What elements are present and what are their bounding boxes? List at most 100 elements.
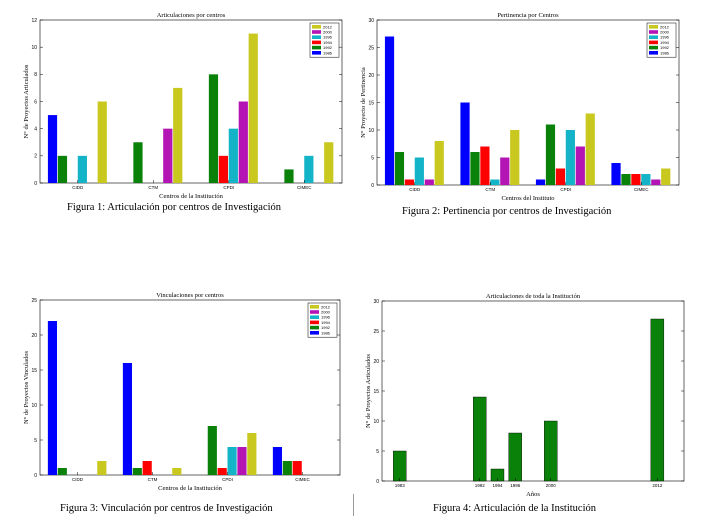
x-tick-label: CIMEC — [634, 187, 649, 192]
y-tick-label: 0 — [34, 473, 37, 479]
figure-caption-3: Figura 3: Vinculación por centros de Inv… — [60, 503, 273, 514]
legend-label: 1994 — [660, 40, 670, 45]
chart-svg-2: Pertinencia por Centros 0 5 10 15 20 25 30 Centr… — [360, 12, 680, 202]
bar — [272, 447, 283, 475]
bar — [292, 461, 302, 475]
legend-label: 1992 — [321, 325, 331, 330]
plot-area — [376, 19, 680, 186]
bar — [122, 363, 133, 475]
bar — [324, 142, 334, 183]
bar — [284, 169, 294, 183]
legend-label: 1986 — [321, 330, 331, 335]
legend-swatch — [310, 315, 319, 319]
bar — [621, 174, 631, 185]
legend-swatch — [310, 310, 319, 314]
bar — [304, 155, 314, 183]
y-tick-label: 30 — [368, 18, 374, 24]
legend-label: 1996 — [660, 35, 670, 40]
bar — [394, 152, 405, 185]
y-tick-label: 5 — [34, 438, 37, 444]
y-tick-label: 5 — [376, 449, 379, 455]
legend-label: 1986 — [323, 50, 333, 55]
legend-swatch — [649, 25, 658, 29]
bar — [57, 155, 68, 183]
bar — [434, 141, 444, 185]
bar — [133, 142, 143, 183]
chart-panel-3: Vinculaciones por centros 0 5 10 15 20 25 Centr… — [20, 287, 352, 492]
y-axis-label: N° Proyecto de Pertinencia — [360, 67, 367, 138]
x-tick-label: CPDI — [223, 185, 234, 190]
chart-title: Vinculaciones por centros — [156, 292, 224, 299]
chart-svg-3: Vinculaciones por centros 0 5 10 15 20 25 Centr… — [23, 292, 341, 492]
y-tick-label: 25 — [31, 298, 37, 304]
x-tick-label: 1983 — [395, 483, 406, 488]
bar — [575, 146, 585, 185]
legend-label: 1996 — [323, 35, 333, 40]
chart-panel-4: Articulaciones de toda la Institución 0 5 1… — [362, 287, 694, 498]
chart-title: Articulaciones de toda la Institución — [486, 293, 581, 300]
figure-caption-1: Figura 1: Articulación por centros de In… — [67, 202, 282, 213]
x-tick-label: 1994 — [492, 483, 503, 488]
y-axis-label: N° de Proyectos Vinculados — [23, 351, 30, 425]
bar — [77, 155, 87, 183]
y-tick-label: 0 — [34, 181, 37, 187]
legend-swatch — [649, 51, 658, 55]
bar — [97, 101, 107, 183]
legend-swatch — [310, 325, 319, 330]
legend-swatch — [649, 30, 658, 34]
x-tick-label: CTM — [148, 185, 158, 190]
bar — [661, 168, 671, 185]
bar — [218, 155, 229, 183]
y-tick-label: 12 — [31, 18, 37, 24]
bar — [132, 468, 142, 475]
y-tick-label: 0 — [371, 183, 374, 189]
column-divider — [353, 494, 354, 516]
legend-swatch — [312, 40, 321, 45]
x-tick-label: 2000 — [546, 483, 557, 488]
legend-swatch — [312, 51, 321, 55]
figure-caption-2: Figura 2: Pertinencia por centros de Inv… — [402, 206, 612, 217]
legend-swatch — [312, 25, 321, 29]
bar — [565, 130, 575, 185]
y-tick-label: 15 — [368, 100, 374, 106]
legend-swatch — [310, 320, 319, 325]
legend-label: 2012 — [321, 304, 331, 309]
bar — [641, 174, 651, 185]
bar — [414, 157, 424, 185]
y-tick-label: 30 — [373, 299, 379, 305]
bar — [631, 174, 641, 185]
y-tick-label: 8 — [34, 72, 37, 78]
x-tick-label: CIDD — [409, 187, 421, 192]
bar — [207, 426, 217, 475]
bar — [585, 113, 595, 185]
bar — [384, 36, 395, 185]
x-tick-label: 2012 — [652, 483, 663, 488]
bar — [248, 33, 258, 183]
bar — [470, 152, 480, 185]
bar — [535, 179, 546, 185]
y-tick-label: 6 — [34, 99, 37, 105]
bar — [57, 468, 67, 475]
y-tick-label: 10 — [373, 419, 379, 425]
y-tick-label: 10 — [368, 128, 374, 134]
legend-label: 1994 — [321, 320, 331, 325]
bar — [393, 450, 407, 482]
x-tick-label: CTM — [148, 477, 158, 482]
y-tick-label: 20 — [31, 333, 37, 339]
x-tick-label: CTM — [485, 187, 495, 192]
x-axis-label: Centros de la Institución — [159, 193, 223, 200]
legend-label: 2012 — [660, 24, 670, 29]
bar — [142, 461, 152, 475]
x-tick-label: CIMEC — [297, 185, 312, 190]
y-tick-label: 4 — [34, 126, 37, 132]
x-axis-label: Centros de la Institución — [158, 485, 222, 492]
bar — [247, 433, 257, 475]
bar — [228, 128, 238, 183]
bar — [172, 468, 182, 475]
x-axis-label: Años — [526, 491, 540, 498]
legend-swatch — [649, 35, 658, 39]
bar — [460, 102, 470, 185]
legend-swatch — [312, 35, 321, 39]
x-axis-label: Centros del Instituto — [501, 195, 554, 202]
bar — [508, 432, 522, 482]
